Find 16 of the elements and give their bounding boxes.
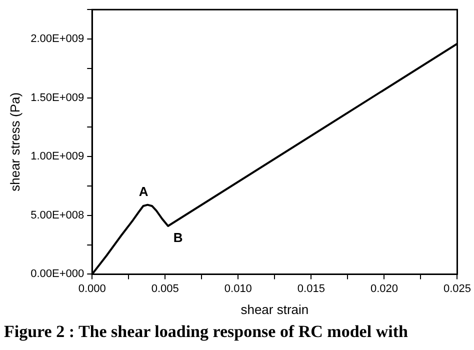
annotation: B [173,230,183,246]
y-tick-label: 2.00E+009 [30,33,84,46]
x-tick-label: 0.020 [370,282,398,295]
y-tick-label: 0.00E+000 [30,268,84,280]
x-tick-label: 0.015 [297,282,325,295]
annotation: A [138,184,149,199]
x-tick-label: 0.000 [78,282,106,295]
x-tick-label: 0.005 [151,282,179,295]
y-axis-title: shear stress (Pa) [7,92,22,192]
y-tick-label: 1.50E+009 [30,92,84,104]
x-tick-label: 0.025 [443,282,471,295]
x-axis-title: shear strain [240,302,309,317]
y-tick-label: 1.00E+009 [30,150,84,163]
caption: Figure 2 : The shear loading response of RC model with [3,322,409,342]
x-tick-label: 0.010 [224,282,252,295]
y-tick-label: 5.00E+008 [30,209,84,222]
